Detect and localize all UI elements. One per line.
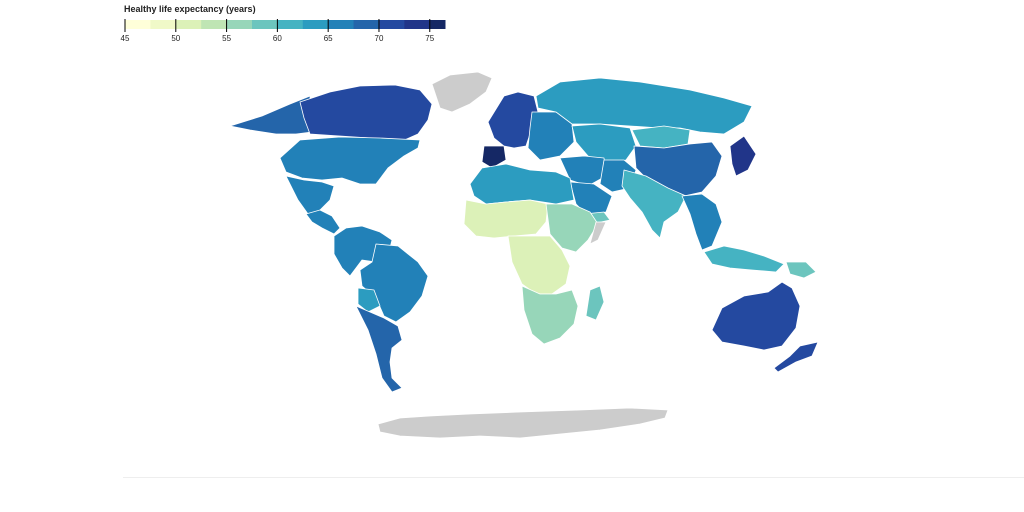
region-southern-africa[interactable] [521,285,579,345]
legend-swatch [353,20,380,29]
legend-tick-label: 60 [273,34,282,43]
region-north-africa[interactable] [469,163,575,205]
legend-title: Healthy life expectancy (years) [124,4,256,14]
region-usa[interactable] [279,136,421,185]
legend-swatch [328,20,355,29]
region-brazil[interactable] [359,243,429,323]
region-kazakhstan-central-asia[interactable] [571,123,637,165]
legend-swatch [277,20,304,29]
region-madagascar[interactable] [585,285,605,321]
region-japan[interactable] [729,135,757,177]
region-mongolia[interactable] [631,125,691,149]
region-south-america-south[interactable] [355,305,403,393]
legend-swatch [378,20,405,29]
region-iberia[interactable] [481,145,507,169]
legend-tick-label: 55 [222,34,231,43]
region-southeast-asia[interactable] [681,193,723,251]
region-central-africa[interactable] [507,235,571,295]
legend-color-scale: 45 50 55 60 65 70 75 [121,19,446,43]
legend: Healthy life expectancy (years) 45 50 55 60… [118,4,448,48]
legend-swatch [226,20,253,29]
region-antarctica[interactable] [377,407,669,439]
region-new-zealand[interactable] [773,341,819,373]
legend-swatch [302,20,329,29]
legend-tick-label: 65 [324,34,333,43]
legend-swatch [175,20,202,29]
region-papua-new-guinea[interactable] [785,261,817,279]
region-bolivia[interactable] [357,287,381,313]
region-canada[interactable] [299,84,433,143]
legend-swatch [251,20,278,29]
legend-swatch [201,20,228,29]
region-australia[interactable] [711,281,801,351]
legend-swatch [125,20,151,29]
region-alaska[interactable] [229,95,313,135]
region-central-america[interactable] [305,209,341,235]
legend-tick-label: 75 [425,34,434,43]
footer-divider [123,477,1024,478]
region-sahel[interactable] [463,199,549,239]
region-greenland[interactable] [431,71,493,113]
region-south-asia[interactable] [621,169,687,239]
region-horn-of-africa[interactable] [545,203,599,253]
legend-swatch [150,20,177,29]
legend-tick-label: 50 [171,34,180,43]
region-indonesia[interactable] [703,245,785,273]
region-russia[interactable] [535,77,753,135]
legend-tick-label: 45 [121,34,130,43]
region-somalia[interactable] [589,221,607,245]
legend-swatch [429,20,446,29]
region-mexico[interactable] [285,175,335,215]
legend-tick-label: 70 [375,34,384,43]
legend-swatch [404,20,431,29]
